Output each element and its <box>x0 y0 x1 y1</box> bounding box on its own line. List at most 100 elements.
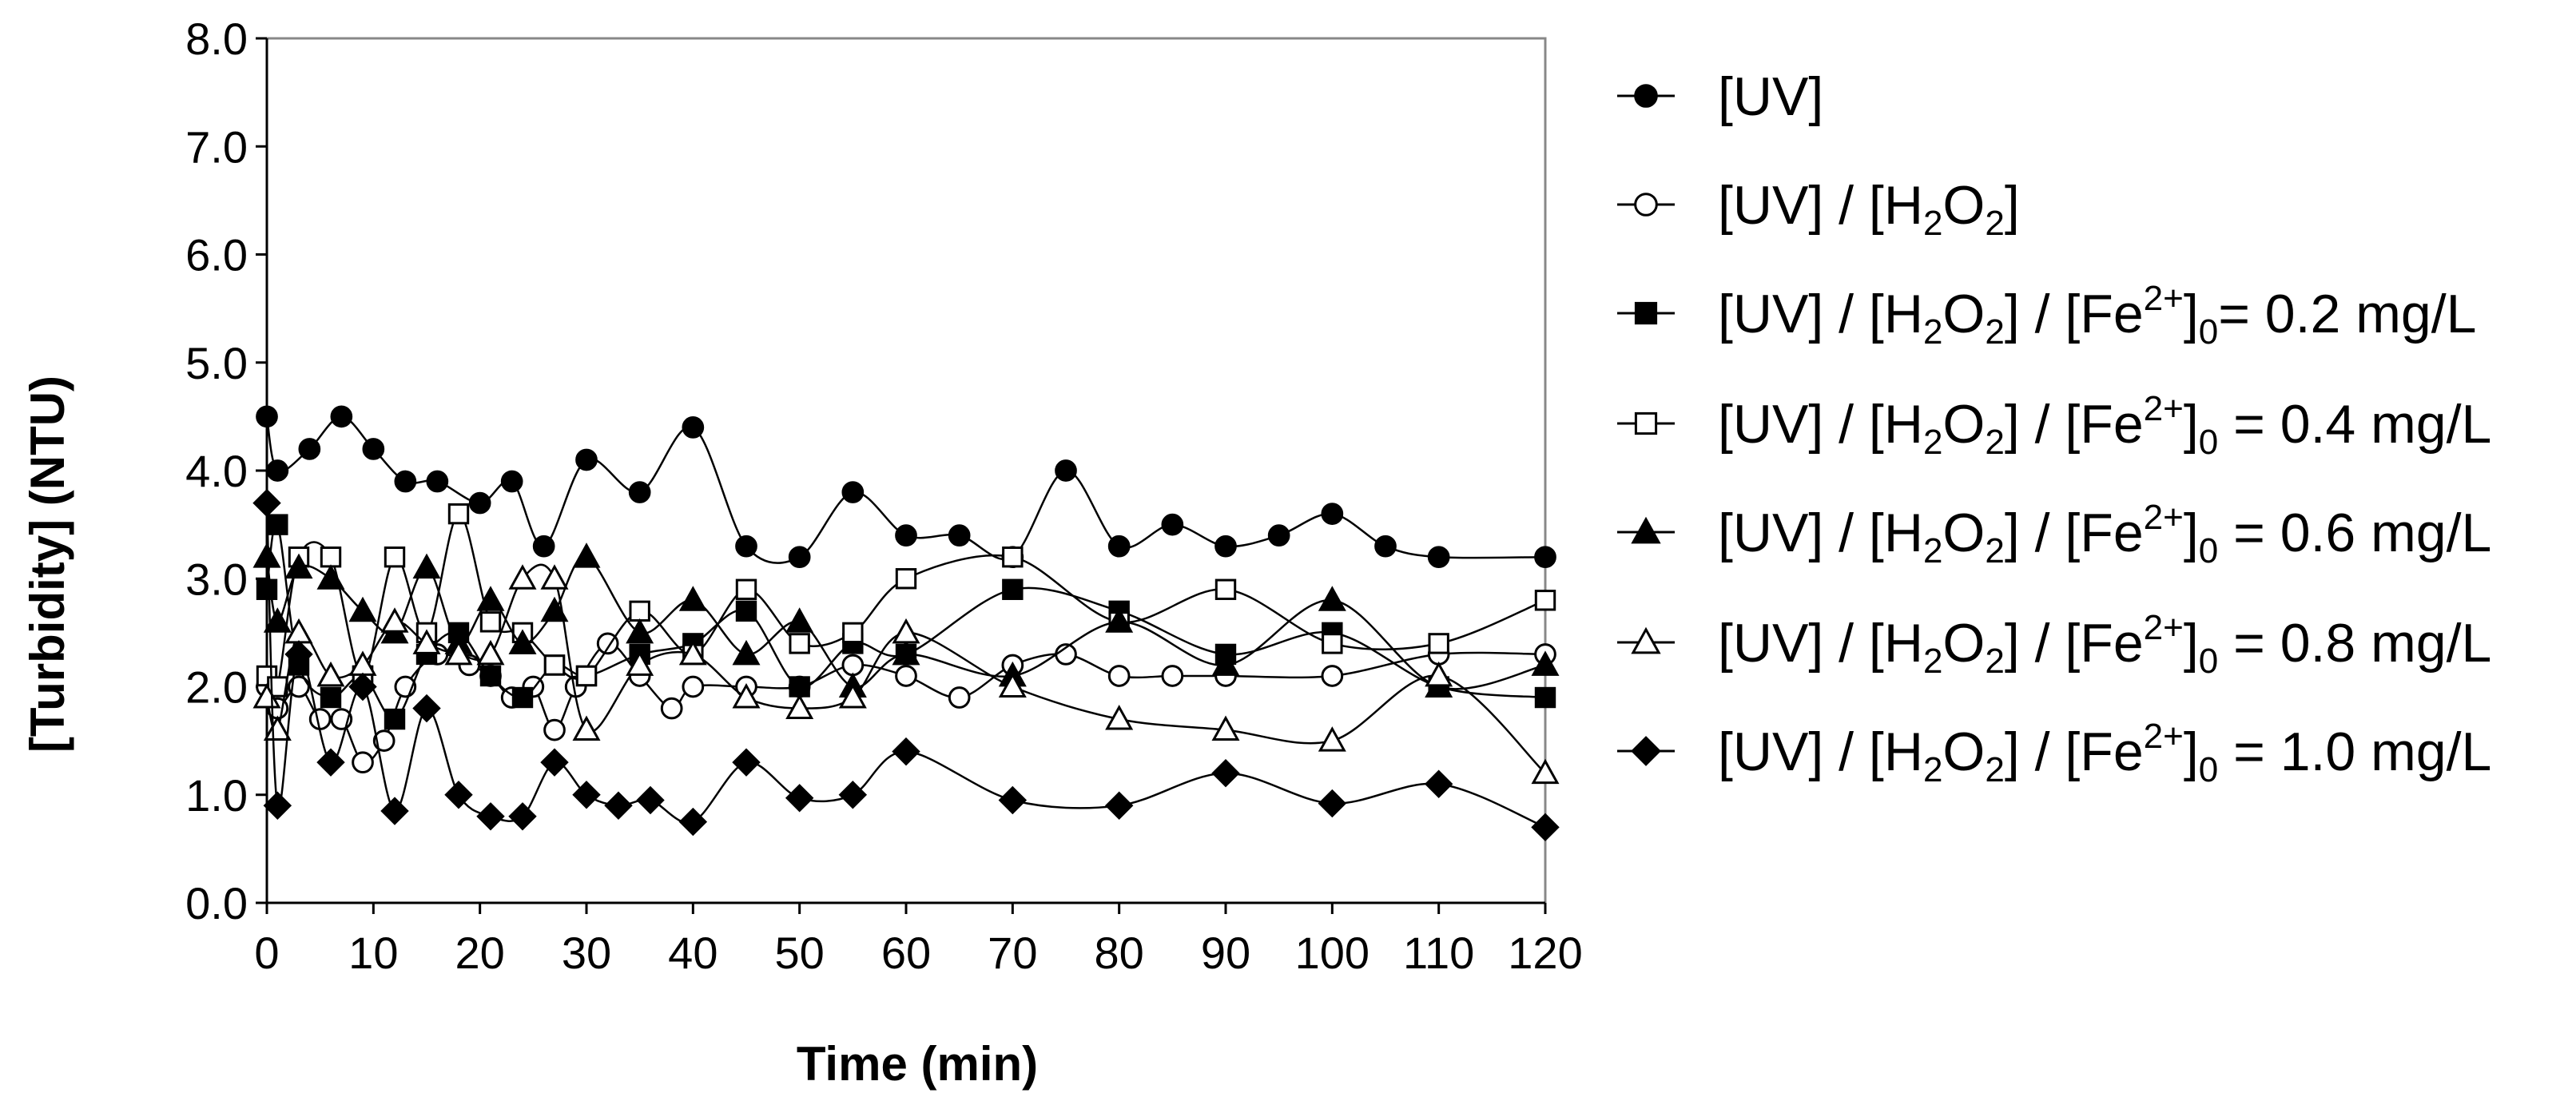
legend-label-part: 2 <box>1923 531 1942 570</box>
data-point <box>394 470 417 493</box>
data-point <box>1427 546 1450 569</box>
data-point <box>735 535 757 558</box>
legend-label-part: O <box>1942 394 1985 455</box>
legend-entry: [UV] / [H2O2] / [Fe2+]0= 0.2 mg/L <box>1617 279 2476 352</box>
data-point <box>841 481 865 503</box>
legend-label-part: [UV] / [H <box>1718 175 1923 236</box>
data-point <box>575 665 598 687</box>
y-tick-label: 0.0 <box>185 878 248 928</box>
legend-label: [UV] / [H2O2] / [Fe2+]0 = 0.4 mg/L <box>1718 389 2491 462</box>
data-point <box>1425 661 1453 687</box>
legend-label-part: = 0.6 mg/L <box>2218 503 2491 563</box>
data-point <box>629 600 650 622</box>
y-tick-label: 6.0 <box>185 230 248 280</box>
legend-label-part: O <box>1942 175 1985 236</box>
data-point <box>735 600 757 622</box>
y-axis: 0.0 1.0 2.0 3.0 4.0 5.0 6.0 7.0 8.0 <box>185 14 267 928</box>
data-point <box>532 535 555 558</box>
legend-entry: [UV] / [H2O2] / [Fe2+]0 = 0.8 mg/L <box>1617 608 2491 681</box>
y-tick-label: 5.0 <box>185 338 248 388</box>
legend-entry: [UV] / [H2O2] / [Fe2+]0 = 0.4 mg/L <box>1617 389 2491 462</box>
legend-label-part: ] / [Fe <box>2005 284 2144 344</box>
data-point <box>384 547 406 568</box>
data-point <box>384 708 406 730</box>
data-point <box>838 682 867 709</box>
data-point <box>511 686 534 709</box>
legend-label-part: [UV] / [H <box>1718 613 1923 674</box>
x-tick-label: 0 <box>254 928 279 978</box>
legend-label-part: 2 <box>1985 750 2004 789</box>
data-point <box>479 665 502 687</box>
data-point <box>948 686 971 709</box>
data-point <box>732 682 761 709</box>
legend-label-part: 2 <box>1985 531 2004 570</box>
legend-label-part: [UV] / [H <box>1718 394 1923 455</box>
legend-label-part: 2 <box>1923 642 1942 681</box>
data-point <box>1531 650 1560 676</box>
data-point <box>572 715 601 741</box>
series-layer <box>252 405 1560 842</box>
legend-label-part: ] <box>2184 721 2199 782</box>
legend-label-part: 2 <box>1923 750 1942 789</box>
data-point <box>316 661 345 687</box>
data-point <box>412 629 441 654</box>
legend-label-part: 0 <box>2199 312 2218 352</box>
data-point <box>1107 665 1131 687</box>
y-tick-label: 1.0 <box>185 770 248 821</box>
data-point <box>1321 665 1344 687</box>
data-point <box>348 596 377 622</box>
legend-label-part: ] / [Fe <box>2005 721 2144 782</box>
legend-label-part: ] / [Fe <box>2005 503 2144 563</box>
data-point <box>1318 789 1347 818</box>
data-point <box>500 470 523 493</box>
x-axis-title: Time (min) <box>797 1037 1038 1091</box>
data-point <box>1424 769 1453 798</box>
legend-label-part: ] / [Fe <box>2005 394 2144 455</box>
legend-label-part: = 1.0 mg/L <box>2218 721 2491 782</box>
data-point <box>263 791 292 820</box>
data-point <box>604 791 633 820</box>
legend-marker <box>1631 626 1661 654</box>
legend-label-part: = 0.8 mg/L <box>2218 613 2491 674</box>
data-point <box>838 781 868 809</box>
y-axis-title: [Turbidity] (NTU) <box>21 376 74 753</box>
data-point <box>998 785 1028 815</box>
legend-label-part: 2+ <box>2144 389 2184 428</box>
data-point <box>732 748 761 777</box>
data-point <box>479 611 502 633</box>
legend-label-part: O <box>1942 284 1985 344</box>
data-point <box>252 488 281 518</box>
legend-label-part: 2+ <box>2144 608 2184 647</box>
data-point <box>372 729 396 752</box>
data-point <box>476 586 505 611</box>
data-point <box>1321 503 1344 525</box>
data-point <box>1002 578 1024 600</box>
legend-label-part: 2 <box>1923 423 1942 462</box>
legend-label-part: = 0.2 mg/L <box>2218 284 2476 344</box>
data-point <box>895 568 917 590</box>
data-point <box>785 694 814 720</box>
series-line <box>265 642 1546 765</box>
series-7 <box>252 488 1560 842</box>
data-point <box>412 694 441 723</box>
data-point <box>572 543 601 568</box>
legend: [UV][UV] / [H2O2][UV] / [H2O2] / [Fe2+]0… <box>1617 66 2491 789</box>
data-point <box>263 715 292 741</box>
data-point <box>316 564 345 590</box>
legend-label-part: = 0.4 mg/L <box>2218 394 2491 455</box>
data-point <box>948 524 971 547</box>
legend-label-part: 2 <box>1985 642 2004 681</box>
legend-label-part: 2+ <box>2144 279 2184 318</box>
data-point <box>362 438 385 460</box>
legend-label-part: O <box>1942 721 1985 782</box>
legend-label: [UV] / [H2O2] / [Fe2+]0 = 1.0 mg/L <box>1718 717 2491 789</box>
x-tick-label: 50 <box>775 928 825 978</box>
legend-label-part: [UV] / [H <box>1718 284 1923 344</box>
legend-label-part: [UV] / [H <box>1718 721 1923 782</box>
legend-entry: [UV] / [H2O2] <box>1617 175 2020 243</box>
data-point <box>543 718 566 741</box>
legend-label-part: 0 <box>2199 642 2218 681</box>
data-point <box>892 639 920 666</box>
data-point <box>1374 535 1397 558</box>
